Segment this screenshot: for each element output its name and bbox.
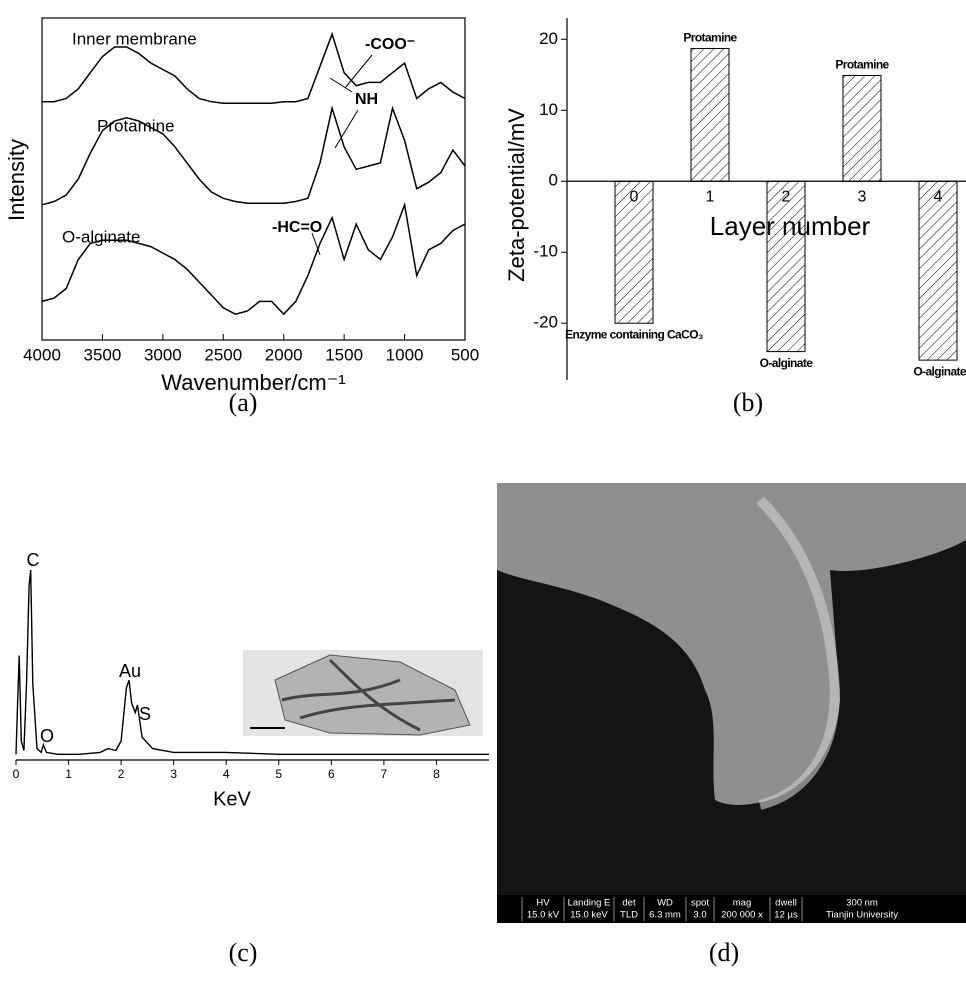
sem-info-value: 200 000 x: [721, 910, 763, 921]
y-axis-label: Intensity: [4, 139, 29, 221]
panel-label: (b): [733, 388, 763, 417]
x-tick-label: 2: [782, 188, 791, 205]
peak-annotation: O: [40, 726, 54, 746]
bar: [918, 180, 958, 361]
tem-flake: [274, 654, 471, 736]
peak-annotation: -HC=O: [272, 219, 322, 236]
tem-fold: [281, 658, 456, 732]
sem-edge: [756, 496, 841, 810]
sem-info-key: WD: [657, 898, 673, 909]
bar-label: O-alginate: [760, 356, 814, 370]
spectrum-line: [41, 201, 466, 316]
x-tick-label: 1000: [386, 345, 424, 364]
panel-label: (d): [709, 938, 739, 967]
x-tick-label: 5: [275, 767, 282, 781]
leader-line: [311, 232, 321, 256]
x-tick-label: 2500: [204, 345, 242, 364]
peak-annotation: C: [27, 550, 40, 570]
x-tick-label: 8: [433, 767, 440, 781]
x-tick-label: 3: [858, 188, 867, 205]
x-tick-label: 500: [451, 345, 479, 364]
plot-frame: [41, 17, 466, 341]
peak-annotation: NH: [355, 91, 378, 108]
x-tick-label: 3000: [144, 345, 182, 364]
x-tick-label: 4: [934, 188, 943, 205]
bar: [614, 180, 654, 324]
sem-info-key: det: [622, 898, 636, 909]
y-tick-label: -10: [533, 242, 558, 261]
y-tick-label: 10: [539, 100, 558, 119]
sem-info-value: Tianjin University: [826, 910, 898, 921]
series-label: O-alginate: [62, 227, 140, 246]
panel-label: (c): [229, 938, 258, 967]
y-tick-label: 0: [549, 171, 558, 190]
sem-info-key: spot: [691, 898, 709, 909]
bar-label: Protamine: [683, 31, 737, 45]
leader-line: [344, 54, 373, 89]
x-tick-label: 1500: [325, 345, 363, 364]
sem-info-key: mag: [733, 898, 751, 909]
spectrum-line: [15, 569, 489, 755]
x-tick-label: 3500: [84, 345, 122, 364]
bar: [842, 74, 882, 182]
x-tick-label: 3: [170, 767, 177, 781]
sem-info-value: 15.0 kV: [527, 910, 560, 921]
x-axis-label: Wavenumber/cm⁻¹: [161, 370, 345, 395]
series-label: Protamine: [97, 116, 174, 135]
bar: [690, 48, 730, 182]
x-tick-label: 7: [381, 767, 388, 781]
sem-info-value: 12 µs: [774, 910, 798, 921]
sem-info-value: 15.0 keV: [570, 910, 608, 921]
spectrum-line: [42, 31, 466, 105]
peak-annotation: Au: [119, 661, 141, 681]
y-axis-label: Zeta-potential/mV: [504, 108, 529, 282]
x-tick-label: 2000: [265, 345, 303, 364]
sem-info-value: TLD: [620, 910, 638, 921]
peak-annotation: S: [139, 704, 151, 724]
sem-specimen: [497, 483, 966, 805]
x-axis-label: KeV: [213, 788, 251, 810]
panel-label: (a): [229, 388, 258, 417]
x-tick-label: 0: [13, 767, 20, 781]
sem-info-value: 6.3 mm: [649, 910, 681, 921]
peak-annotation: -COO⁻: [365, 36, 415, 53]
x-tick-label: 4: [223, 767, 230, 781]
x-tick-label: 1: [706, 188, 715, 205]
sem-info-key: 300 nm: [846, 898, 878, 909]
leader-line: [334, 109, 359, 149]
bar-label: Protamine: [835, 58, 889, 72]
x-tick-label: 1: [65, 767, 72, 781]
x-tick-label: 6: [328, 767, 335, 781]
bar-label: Enzyme containing CaCO₃: [565, 327, 703, 341]
sem-info-key: Landing E: [568, 898, 611, 909]
y-tick-label: -20: [533, 313, 558, 332]
leader-line: [329, 77, 353, 93]
x-tick-label: 4000: [23, 345, 61, 364]
spectrum-line: [41, 105, 466, 206]
bar-label: O-alginate: [913, 364, 966, 378]
sem-info-key: HV: [536, 898, 550, 909]
sem-info-value: 3.0: [693, 910, 706, 921]
x-tick-label: 0: [630, 188, 639, 205]
sem-info-key: dwell: [775, 898, 797, 909]
x-tick-label: 2: [118, 767, 125, 781]
y-tick-label: 20: [539, 29, 558, 48]
series-label: Inner membrane: [72, 29, 197, 48]
bar: [766, 180, 806, 353]
sem-info-bar: [497, 895, 966, 923]
